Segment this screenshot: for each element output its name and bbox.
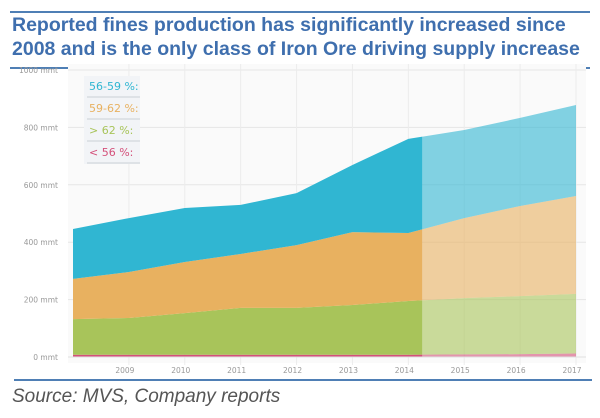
x-tick-label: 2012 — [283, 366, 302, 375]
area-series-62-projected — [422, 293, 576, 355]
y-tick-label: 600 mmt — [24, 181, 58, 190]
x-tick-label: 2011 — [227, 366, 246, 375]
legend-entry: > 62 %: — [89, 124, 133, 137]
chart-title: Reported fines production has significan… — [12, 14, 580, 60]
area-series-56-projected — [422, 353, 576, 357]
y-tick-label: 400 mmt — [24, 238, 58, 247]
area-series-56-59 — [73, 136, 423, 279]
y-tick-label: 800 mmt — [24, 123, 58, 132]
area-series-56-59-projected — [422, 105, 576, 230]
area-series-59-62 — [73, 229, 423, 320]
y-tick-label: 0 mmt — [33, 353, 58, 362]
x-tick-label: 2016 — [507, 366, 526, 375]
legend-box — [84, 76, 140, 164]
x-tick-label: 2009 — [115, 366, 134, 375]
y-tick-label: 1000 mmt — [19, 66, 58, 75]
area-series-56 — [73, 354, 423, 357]
area-series-62 — [73, 300, 423, 355]
x-tick-label: 2017 — [562, 366, 581, 375]
area-series-59-62-projected — [422, 195, 576, 301]
source-rule — [14, 379, 592, 381]
source-note: Source: MVS, Company reports — [12, 386, 281, 407]
y-tick-label: 200 mmt — [24, 296, 58, 305]
x-tick-label: 2014 — [395, 366, 414, 375]
x-tick-label: 2010 — [171, 366, 190, 375]
title-top-rule — [10, 11, 590, 13]
x-tick-label: 2015 — [451, 366, 470, 375]
legend-entry: < 56 %: — [89, 146, 133, 159]
x-tick-label: 2013 — [339, 366, 358, 375]
legend-entry: 59-62 %: — [89, 102, 139, 115]
legend-entry: 56-59 %: — [89, 80, 139, 93]
